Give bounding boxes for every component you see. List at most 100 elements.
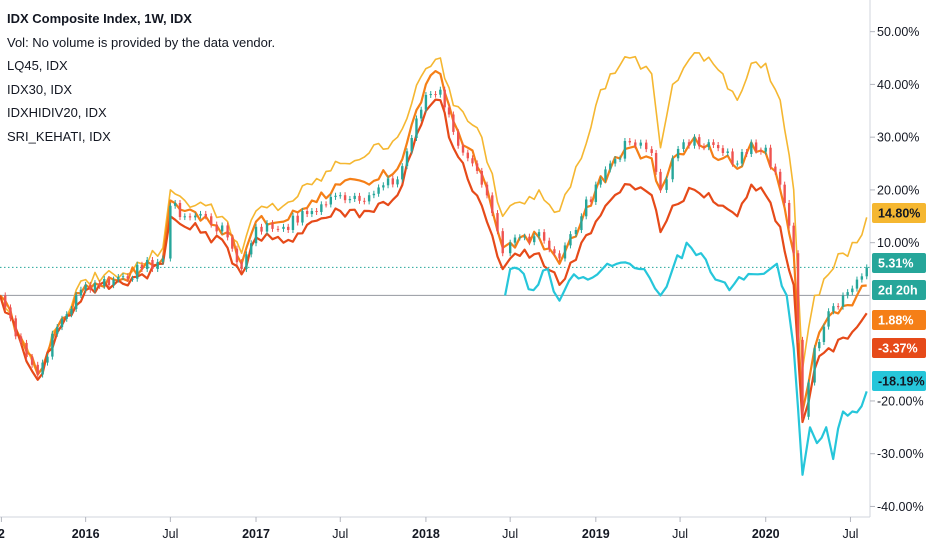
legend-item-idxhidiv20[interactable]: IDXHIDIV20, IDX (7, 105, 107, 120)
candle-body (156, 261, 159, 269)
candle-body (161, 258, 165, 262)
candle-body (419, 109, 423, 119)
candle-body (461, 145, 465, 153)
price-badge: 1.88% (872, 310, 926, 330)
candle-body (518, 237, 521, 239)
legend-item-idx30[interactable]: IDX30, IDX (7, 81, 73, 97)
x-tick-label: Jul (502, 527, 518, 541)
candle-body (855, 279, 859, 289)
candle-body (778, 171, 782, 185)
candle-body (558, 253, 561, 259)
candle-body (84, 284, 87, 290)
legend-item-lq45[interactable]: LQ45, IDX (7, 58, 68, 73)
candle-body (452, 114, 455, 132)
candle-body (265, 223, 269, 232)
candle-body (339, 195, 342, 197)
price-badge-box (872, 253, 926, 273)
candle-body (46, 356, 49, 363)
candle-body (508, 242, 512, 254)
candle-body (169, 205, 172, 259)
candle-body (726, 151, 729, 153)
candle-body (65, 314, 68, 319)
y-tick-label: 20.00% (877, 183, 919, 197)
candle-body (301, 211, 304, 223)
y-tick-label: -20.00% (877, 394, 924, 408)
candle-body (496, 213, 499, 232)
candle-body (676, 148, 680, 159)
candle-body (456, 131, 460, 146)
candle-body (604, 169, 607, 180)
candle-body (721, 148, 725, 153)
price-badge: 5.31% (872, 253, 926, 273)
series-layer (0, 52, 868, 476)
candle-body (56, 327, 59, 334)
candle-body (30, 356, 34, 365)
candle-body (220, 225, 224, 232)
candle-body (712, 142, 715, 146)
candle-body (783, 184, 786, 203)
price-badges: 14.80% 5.31% 2d 20h 1.88% -3.37% -18.19% (872, 203, 926, 391)
candle-body (827, 311, 830, 327)
y-axis[interactable]: 50.00% 40.00% 30.00% 20.00% 10.00% -20.00% -30… (870, 25, 924, 514)
y-tick-label: 30.00% (877, 131, 919, 145)
candle-body (74, 295, 78, 309)
candle-body (79, 289, 83, 296)
legend-vol[interactable]: Vol: No volume is provided by the data v… (7, 34, 276, 50)
price-badge-label: 1.88% (878, 314, 913, 328)
candle-body (623, 140, 627, 159)
legend: IDX Composite Index, 1W, IDX Vol: No vol… (7, 7, 275, 148)
price-badge-box (872, 310, 926, 330)
candle-body (377, 187, 380, 194)
candle-body (146, 259, 149, 270)
candle-body (60, 318, 64, 328)
candle-body (260, 226, 263, 232)
candle-body (764, 147, 767, 152)
candle-body (599, 179, 602, 185)
candle-body (107, 279, 111, 286)
candle-body (736, 163, 739, 165)
candle-body (173, 203, 177, 206)
candle-body (822, 326, 826, 343)
legend-item-sri-kehati[interactable]: SRI_KEHATI, IDX (7, 128, 111, 144)
candle-body (528, 236, 531, 243)
price-badge-box (872, 371, 926, 391)
candle-body (671, 158, 674, 180)
candle-body (250, 243, 253, 255)
price-badge: -3.37% (872, 338, 926, 358)
candle-body (563, 245, 567, 259)
price-badge-box (872, 338, 926, 358)
candle-body (70, 308, 73, 315)
y-tick-label: 10.00% (877, 236, 919, 250)
candle-body (14, 318, 17, 337)
candle-body (372, 193, 376, 196)
series-line-sri-kehati (504, 241, 868, 476)
reference-line-layer (0, 266, 870, 296)
candle-body (716, 145, 720, 149)
price-badge-label: -18.19% (878, 375, 925, 389)
candle-body (204, 213, 207, 217)
candle-body (396, 179, 399, 185)
candle-body (841, 295, 845, 307)
candle-body (271, 223, 274, 229)
x-axis[interactable]: 2 2016 Jul 2017 Jul 2018 Jul 2019 Jul 2020 Jul (0, 517, 858, 541)
candle-body (405, 151, 409, 167)
candle-body (634, 142, 637, 146)
candle-body (434, 94, 437, 96)
candle-body (4, 295, 7, 308)
candle-body (832, 306, 835, 312)
candle-body (51, 333, 54, 357)
candle-body (754, 142, 758, 151)
candle-body (769, 147, 772, 167)
candle-body (126, 276, 129, 279)
candle-body (183, 216, 186, 218)
candle-body (93, 283, 97, 290)
candle-body (194, 215, 197, 218)
candle-body (41, 362, 44, 375)
candle-body (329, 196, 333, 205)
legend-title[interactable]: IDX Composite Index, 1W, IDX (7, 11, 192, 26)
candle-body (759, 150, 763, 152)
price-badge-box (872, 203, 926, 223)
candle-body (665, 179, 668, 190)
candle-body (348, 198, 352, 201)
